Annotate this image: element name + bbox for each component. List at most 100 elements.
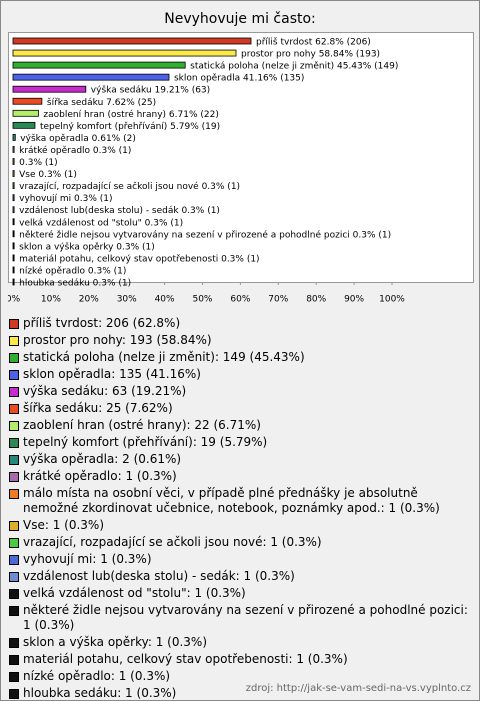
legend-swatch [9, 404, 19, 414]
legend-label: prostor pro nohy: 193 (58.84%) [23, 333, 212, 347]
legend-label: Vse: 1 (0.3%) [23, 518, 104, 532]
bar-label: vyhovují mi 0.3% (1) [19, 194, 112, 204]
legend-label: vzdálenost lub(deska stolu) - sedák: 1 (… [23, 569, 295, 583]
x-tick-label: 90% [344, 295, 364, 305]
legend-item: krátké opěradlo: 1 (0.3%) [9, 469, 471, 484]
legend-swatch [9, 689, 19, 699]
legend-label: výška opěradla: 2 (0.61%) [23, 452, 182, 466]
bar [12, 37, 252, 45]
bar-label: zaoblení hran (ostré hrany) 6.71% (22) [43, 109, 218, 120]
legend-swatch [9, 538, 19, 548]
bar-label: materiál potahu, celkový stav opotřebeno… [19, 254, 259, 264]
bar-label: prostor pro nohy 58.84% (193) [241, 50, 380, 60]
legend-swatch [9, 672, 19, 682]
bar [12, 49, 237, 57]
legend-label: některé židle nejsou vytvarovány na seze… [23, 603, 468, 632]
source: zdroj: http://jak-se-vam-sedi-na-vs.vypl… [245, 683, 471, 694]
bar [12, 278, 15, 286]
bar-label: statická poloha (nelze ji změnit) 45.43%… [190, 62, 398, 72]
bar-label: velká vzdálenost od "stolu" 0.3% (1) [19, 218, 183, 228]
legend-swatch [9, 370, 19, 380]
bar-label: výška opěradla 0.61% (2) [20, 133, 136, 144]
legend-swatch [9, 472, 19, 482]
legend-label: velká vzdálenost od "stolu": 1 (0.3%) [23, 586, 246, 600]
legend-swatch [9, 655, 19, 665]
legend-label: příliš tvrdost: 206 (62.8%) [23, 316, 181, 330]
x-tick-label: 40% [155, 295, 175, 305]
bar-label: šířka sedáku 7.62% (25) [47, 97, 156, 108]
legend-label: sklon opěradla: 135 (41.16%) [23, 367, 201, 381]
legend-item: velká vzdálenost od "stolu": 1 (0.3%) [9, 586, 471, 601]
legend-label: materiál potahu, celkový stav opotřebeno… [23, 652, 348, 666]
legend-item: sklon opěradla: 135 (41.16%) [9, 367, 471, 382]
legend-swatch [9, 589, 19, 599]
bar-label: některé židle nejsou vytvarovány na seze… [19, 229, 391, 240]
legend-item: Vse: 1 (0.3%) [9, 518, 471, 533]
bar [12, 134, 16, 141]
bar-label: tepelný komfort (přehřívání) 5.79% (19) [40, 122, 220, 132]
x-tick-label: 60% [230, 295, 250, 305]
legend-item: málo místa na osobní věci, v případě pln… [9, 486, 471, 516]
bar [12, 109, 39, 117]
bar [12, 73, 170, 81]
legend-item: některé židle nejsou vytvarovány na seze… [9, 603, 471, 633]
bar [12, 170, 15, 177]
legend-item: příliš tvrdost: 206 (62.8%) [9, 316, 471, 331]
legend-label: vyhovují mi: 1 (0.3%) [23, 552, 152, 566]
x-tick-label: 70% [268, 295, 288, 305]
chart: 0% 10% 20% 30% 40% 50% 60% 70% 80% 90% 100% příliš … [8, 32, 474, 305]
bar-label: vrazající, rozpadající se ačkoli jsou no… [19, 181, 240, 192]
bar [12, 182, 15, 190]
legend: příliš tvrdost: 206 (62.8%) prostor pro n… [9, 316, 471, 700]
bar-label: Vse 0.3% (1) [19, 170, 77, 180]
x-tick-label: 50% [192, 295, 212, 305]
bar [12, 194, 15, 202]
bar [12, 146, 15, 153]
legend-swatch [9, 638, 19, 648]
bar [12, 242, 15, 250]
x-tick-label: 30% [117, 295, 137, 305]
legend-item: šířka sedáku: 25 (7.62%) [9, 401, 471, 416]
legend-swatch [9, 353, 19, 363]
legend-swatch [9, 555, 19, 565]
bar [12, 121, 36, 129]
legend-item: materiál potahu, celkový stav opotřebeno… [9, 652, 471, 667]
bar [12, 158, 15, 165]
bar-label: sklon a výška opěrky 0.3% (1) [19, 241, 155, 252]
bar [12, 85, 87, 93]
legend-item: hloubka sedáku: 1 (0.3%) [9, 686, 471, 700]
legend-label: sklon a výška opěrky: 1 (0.3%) [23, 635, 208, 649]
legend-item: vyhovují mi: 1 (0.3%) [9, 552, 471, 567]
bar-label: hloubka sedáku 0.3% (1) [19, 279, 131, 289]
x-tick-label: 80% [306, 295, 326, 305]
legend-label: hloubka sedáku: 1 (0.3%) [23, 686, 177, 700]
bar-label: 0.3% (1) [19, 158, 57, 168]
legend-swatch [9, 455, 19, 465]
legend-item: nízké opěradlo: 1 (0.3%) [9, 669, 471, 684]
legend-swatch [9, 387, 19, 397]
x-tick-label: 10% [41, 295, 61, 305]
chart-title: Nevyhovuje mi často: [164, 11, 316, 27]
legend-label: málo místa na osobní věci, v případě pln… [23, 486, 440, 515]
legend-swatch [9, 521, 19, 531]
legend-label: nízké opěradlo: 1 (0.3%) [23, 669, 171, 683]
bar-label: krátké opěradlo 0.3% (1) [19, 145, 131, 156]
legend-swatch [9, 319, 19, 329]
x-tick-label: 100% [379, 295, 405, 305]
legend-item: sklon a výška opěrky: 1 (0.3%) [9, 635, 471, 650]
legend-label: krátké opěradlo: 1 (0.3%) [23, 469, 177, 483]
legend-item: vzdálenost lub(deska stolu) - sedák: 1 (… [9, 569, 471, 584]
bar-label: sklon opěradla 41.16% (135) [174, 74, 304, 84]
bar-label: výška sedáku 19.21% (63) [91, 85, 210, 96]
legend-swatch [9, 489, 19, 499]
legend-swatch [9, 421, 19, 431]
legend-swatch [9, 606, 19, 616]
legend-item: statická poloha (nelze ji změnit): 149 (… [9, 350, 471, 365]
legend-label: tepelný komfort (přehřívání): 19 (5.79%) [23, 435, 268, 449]
legend-item: prostor pro nohy: 193 (58.84%) [9, 333, 471, 348]
legend-label: vrazající, rozpadající se ačkoli jsou no… [23, 535, 322, 549]
bar [12, 206, 15, 214]
legend-item: vrazající, rozpadající se ačkoli jsou no… [9, 535, 471, 550]
bar [12, 266, 15, 274]
x-tick-label: 0% [8, 295, 21, 305]
